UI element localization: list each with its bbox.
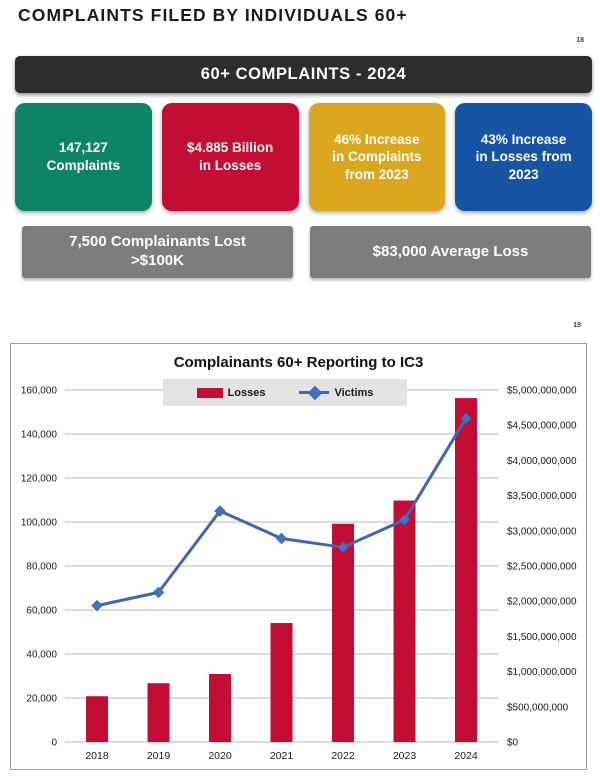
x-axis-label: 2021 xyxy=(270,750,294,762)
legend-item-losses: Losses xyxy=(196,386,266,399)
stat-card-complaint-increase: 46% Increase in Complaints from 2023 xyxy=(308,103,446,211)
y-axis-right-tick-label: $2,500,000,000 xyxy=(507,562,577,573)
legend-item-victims: Victims xyxy=(299,385,374,401)
stat-line: in Complaints xyxy=(332,149,422,165)
victims-marker xyxy=(275,532,288,545)
stat-line: 43% Increase xyxy=(480,131,567,147)
summary-bar-average-loss: $83,000 Average Loss xyxy=(310,226,591,278)
stat-line: in Losses from xyxy=(475,149,572,165)
y-axis-right-tick-label: $500,000,000 xyxy=(507,702,569,713)
victims-swatch-icon xyxy=(299,385,330,401)
victims-marker xyxy=(214,505,226,517)
y-axis-left-tick-label: 160,000 xyxy=(21,386,58,397)
y-axis-right-tick-label: $1,500,000,000 xyxy=(507,632,577,643)
y-axis-left-tick-label: 40,000 xyxy=(26,650,57,661)
y-axis-left-tick-label: 0 xyxy=(51,738,57,749)
y-axis-left-tick-label: 20,000 xyxy=(26,694,57,705)
stat-line: $4.885 Billion xyxy=(186,140,274,156)
diamond-marker-icon xyxy=(308,385,323,401)
legend-label-losses: Losses xyxy=(227,386,266,399)
y-axis-right-tick-label: $3,000,000,000 xyxy=(507,526,577,537)
loss-bar xyxy=(270,623,293,742)
x-axis-label: 2024 xyxy=(454,750,478,762)
x-axis-label: 2019 xyxy=(147,750,171,762)
victims-marker xyxy=(460,412,472,425)
y-axis-right-tick-label: $4,500,000,000 xyxy=(507,421,577,432)
stat-card-complaints: 147,127 Complaints xyxy=(15,103,152,211)
y-axis-left-tick-label: 80,000 xyxy=(26,562,57,573)
stat-card-losses: $4.885 Billion in Losses xyxy=(161,103,299,211)
stat-line: Complaints xyxy=(46,158,121,173)
stat-line: in Losses xyxy=(198,158,262,173)
x-axis-label: 2022 xyxy=(331,750,355,762)
chart-title: Complainants 60+ Reporting to IC3 xyxy=(173,354,424,371)
victims-marker xyxy=(398,514,411,526)
y-axis-right-tick-label: $4,000,000,000 xyxy=(507,456,577,467)
y-axis-right-tick-label: $2,000,000,000 xyxy=(507,597,577,608)
stat-line: 2023 xyxy=(508,166,539,182)
summary-line: $83,000 Average Loss xyxy=(372,242,529,260)
stat-line: 147,127 xyxy=(58,140,108,156)
chart-plot-area: 0 20,000 40,000 60,000 80,000 100,000 120,000 1… xyxy=(21,386,577,763)
page-number-18: 18 xyxy=(576,37,584,44)
loss-bar xyxy=(393,500,416,742)
x-axis-label: 2023 xyxy=(393,750,417,762)
y-axis-left-tick-label: 120,000 xyxy=(21,474,58,485)
y-axis-left-tick-label: 140,000 xyxy=(21,430,58,441)
page-number-19: 19 xyxy=(573,322,581,329)
stat-card-loss-increase: 43% Increase in Losses from 2023 xyxy=(455,103,592,211)
loss-bar xyxy=(455,398,477,742)
stat-line: from 2023 xyxy=(344,166,409,182)
summary-bar-complainants-100k: 7,500 Complainants Lost >$100K xyxy=(22,226,293,278)
stat-cards-row: 147,127 Complaints $4.885 Billion in Los… xyxy=(15,103,592,211)
victims-marker xyxy=(91,599,103,612)
y-axis-left-tick-label: 100,000 xyxy=(21,518,58,529)
section-banner: 60+ COMPLAINTS - 2024 xyxy=(15,56,592,93)
x-axis-label: 2018 xyxy=(85,750,109,762)
losses-swatch-icon xyxy=(196,387,223,398)
summary-line: >$100K xyxy=(131,252,184,269)
page-title: COMPLAINTS FILED BY INDIVIDUALS 60+ xyxy=(18,5,408,25)
y-axis-right-tick-label: $1,000,000,000 xyxy=(507,667,577,678)
summary-bars-row: 7,500 Complainants Lost >$100K $83,000 A… xyxy=(22,226,591,278)
loss-bar xyxy=(147,683,170,742)
y-axis-right-tick-label: $0 xyxy=(507,738,519,749)
summary-line: 7,500 Complainants Lost xyxy=(69,233,246,251)
loss-bar xyxy=(332,523,354,742)
ic3-chart: 0 20,000 40,000 60,000 80,000 100,000 120,000 1… xyxy=(10,343,587,770)
y-axis-right-tick-label: $5,000,000,000 xyxy=(507,386,577,397)
y-axis-right-tick-label: $3,500,000,000 xyxy=(507,491,577,502)
victims-marker xyxy=(337,541,349,554)
legend-label-victims: Victims xyxy=(334,386,374,399)
loss-bar xyxy=(209,673,231,742)
section-banner-label: 60+ COMPLAINTS - 2024 xyxy=(200,65,407,83)
chart-legend: Losses Victims xyxy=(163,379,407,406)
loss-bar xyxy=(86,696,108,742)
y-axis-left-tick-label: 60,000 xyxy=(26,606,57,617)
stat-line: 46% Increase xyxy=(334,131,420,147)
x-axis-label: 2020 xyxy=(208,750,232,762)
victims-marker xyxy=(152,586,165,599)
